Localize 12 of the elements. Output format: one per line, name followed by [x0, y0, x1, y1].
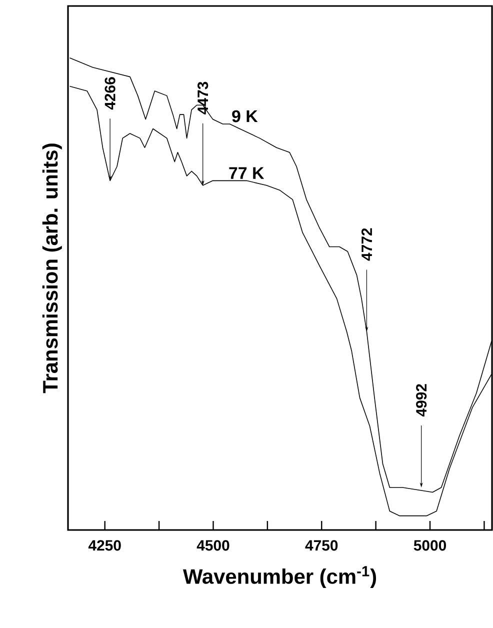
annotation: 4266: [104, 77, 116, 110]
y-axis-title: Transmission (arb. units): [42, 144, 62, 394]
x-tick-label: 4750: [305, 540, 338, 551]
legend-label: 77 K: [229, 167, 264, 179]
x-tick-label: 4250: [88, 540, 121, 551]
series-label: 9 K: [232, 110, 258, 122]
annotation: 4992: [416, 384, 427, 416]
x-axis-title: Wavenumber (cm$^{-1}$): [182, 566, 376, 588]
annotation: 4473: [198, 82, 208, 114]
annotation: 4772: [361, 228, 372, 261]
x-tick-label: 4500: [196, 540, 230, 551]
x-tick-label: 5000: [414, 540, 446, 551]
